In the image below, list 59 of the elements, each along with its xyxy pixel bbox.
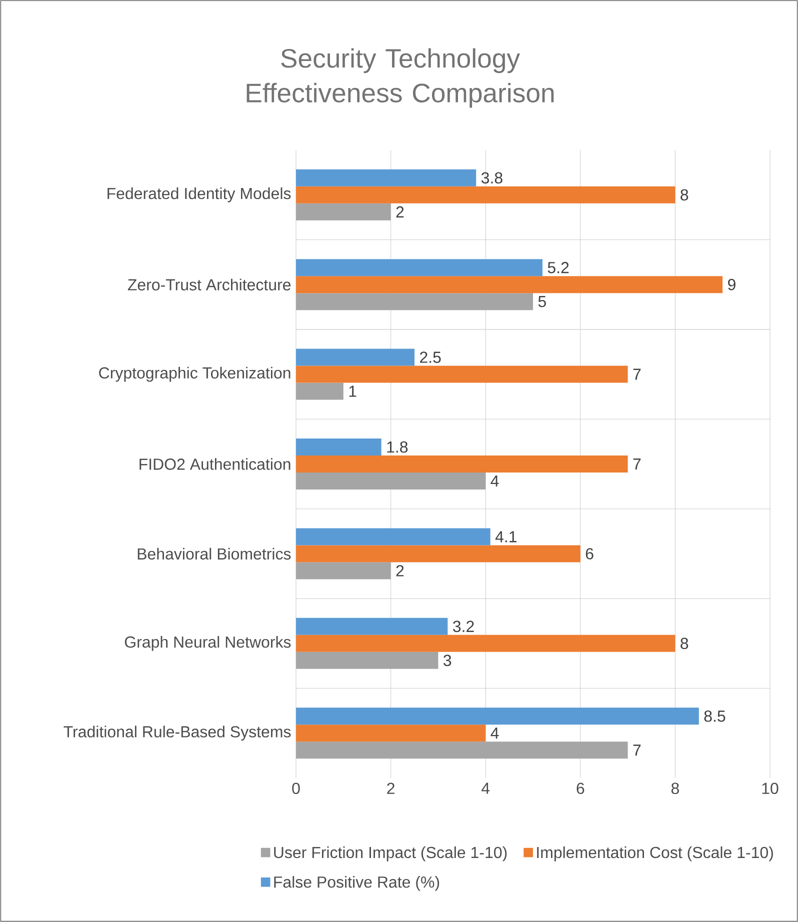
y-tick-label: Zero-Trust Architecture: [128, 278, 291, 290]
legend-label: User Friction Impact (Scale 1-10): [274, 846, 507, 862]
x-tick-label: 2: [387, 782, 394, 794]
bar: [296, 276, 723, 294]
legend-label: Implementation Cost (Scale 1-10): [537, 846, 773, 862]
bar: [296, 366, 628, 383]
bar: [296, 203, 391, 220]
bar: [296, 169, 476, 186]
bar: [296, 293, 533, 310]
y-tick-label: Traditional Rule-Based Systems: [64, 726, 291, 741]
bar: [296, 259, 542, 276]
data-label: 2: [396, 206, 404, 218]
y-tick-label: Federated Identity Models: [108, 187, 291, 202]
x-tick-label: 0: [292, 782, 300, 794]
data-label: 2: [396, 565, 404, 576]
data-label: 6: [586, 548, 594, 560]
x-tick-label: 6: [576, 782, 584, 794]
x-tick-label: 10: [762, 782, 778, 794]
data-label: 2.5: [420, 352, 441, 363]
bar: [296, 708, 699, 725]
y-tick-label: Cryptographic Tokenization: [99, 366, 290, 382]
bar: [296, 438, 382, 456]
data-label: 3.8: [481, 172, 502, 184]
bar: [296, 186, 676, 204]
data-label: 3.2: [452, 620, 474, 632]
bar: [296, 528, 490, 546]
bar: [296, 618, 448, 635]
bar: [296, 456, 628, 473]
chart-title: Security Technology Effectiveness Comparison: [246, 48, 554, 108]
legend-label: False Positive Rate (%): [274, 876, 440, 891]
bar: [296, 348, 414, 366]
y-tick-label: Graph Neural Networks: [124, 636, 291, 651]
data-label: 8: [680, 189, 688, 201]
data-label: 8: [680, 638, 688, 650]
bar: [296, 562, 391, 580]
x-tick-label: 8: [671, 782, 679, 794]
data-label: 9: [728, 278, 736, 290]
bar: [296, 724, 486, 742]
data-label: 1.8: [387, 441, 408, 453]
bar: [296, 634, 676, 652]
data-label: 8.5: [704, 710, 726, 722]
data-label: 4.1: [495, 531, 517, 542]
bar: [296, 652, 438, 669]
data-label: 7: [633, 744, 641, 756]
y-tick-label: FIDO2 Authentication: [140, 458, 290, 470]
bar: [296, 545, 580, 562]
bar: [296, 382, 344, 400]
data-label: 1: [349, 386, 356, 397]
x-tick-label: 4: [482, 782, 490, 794]
data-label: 4: [490, 728, 499, 739]
y-tick-label: Behavioral Biometrics: [138, 548, 291, 560]
data-label: 4: [490, 476, 499, 487]
data-label: 3: [444, 654, 452, 666]
data-label: 7: [633, 368, 641, 380]
bar: [296, 472, 486, 490]
data-label: 7: [633, 458, 641, 470]
data-label: 5.2: [548, 262, 569, 274]
data-label: 5: [538, 296, 546, 308]
bar: [296, 742, 628, 759]
